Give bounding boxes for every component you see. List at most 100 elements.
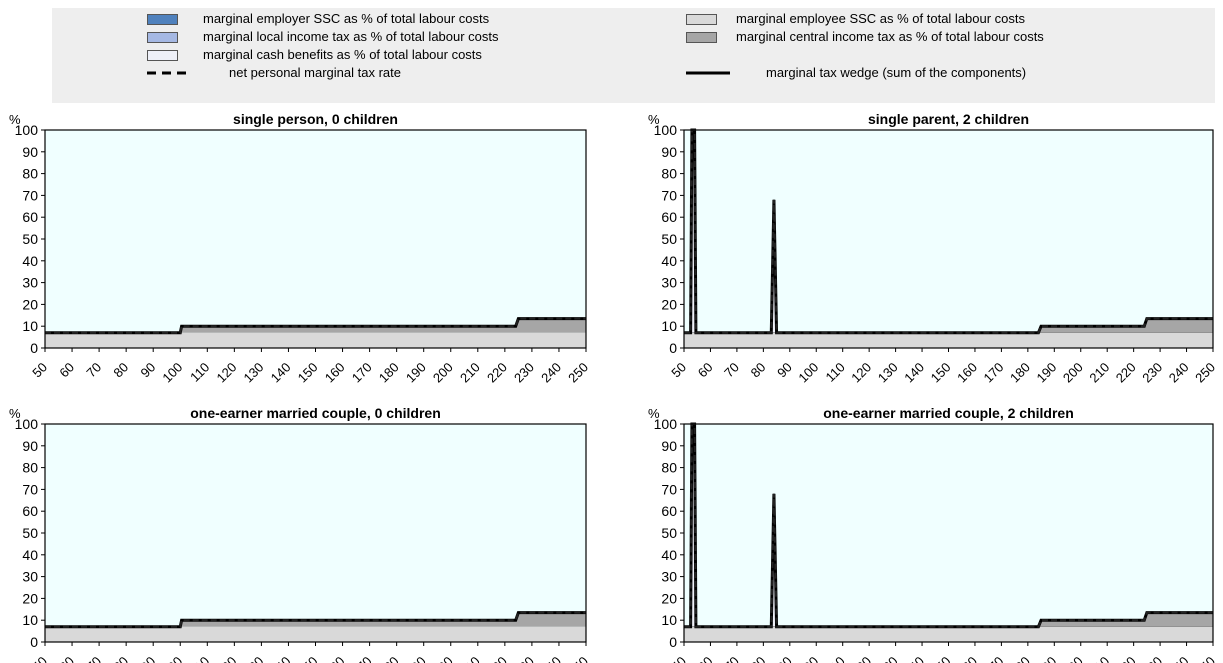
y-tick-label: 80	[661, 166, 677, 182]
legend-swatch-cash-benefits	[147, 50, 178, 61]
y-tick-label: 0	[669, 340, 677, 356]
y-axis-label: %	[648, 406, 660, 421]
x-tick-label: 160	[954, 654, 980, 663]
x-tick-label: 160	[322, 360, 348, 386]
legend-swatch-tax-wedge	[686, 71, 730, 75]
legend-label-net-rate: net personal marginal tax rate	[229, 65, 401, 80]
legend-label-local-tax: marginal local income tax as % of total …	[203, 29, 499, 44]
y-tick-label: 60	[661, 503, 677, 519]
y-tick-label: 70	[22, 187, 38, 203]
plot-area	[45, 130, 586, 348]
x-tick-label: 90	[137, 360, 158, 381]
legend-swatch-central-tax	[686, 32, 717, 43]
legend-swatch-net-rate	[147, 71, 191, 75]
y-tick-label: 30	[22, 569, 38, 585]
x-tick-label: 200	[430, 360, 456, 386]
y-tick-label: 70	[661, 187, 677, 203]
x-tick-label: 190	[403, 360, 429, 386]
y-tick-label: 50	[661, 525, 677, 541]
chart-title: single parent, 2 children	[868, 111, 1029, 127]
chart-title: single person, 0 children	[233, 111, 398, 127]
legend-label-cash-benefits: marginal cash benefits as % of total lab…	[203, 47, 482, 62]
x-tick-label: 90	[774, 654, 795, 663]
x-tick-label: 100	[795, 360, 821, 386]
y-tick-label: 10	[22, 612, 38, 628]
legend-swatch-employer-ssc	[147, 14, 178, 25]
x-tick-label: 170	[349, 360, 375, 386]
x-tick-label: 50	[668, 654, 689, 663]
x-tick-label: 210	[457, 360, 483, 386]
x-tick-label: 110	[823, 654, 848, 663]
chart-title: one-earner married couple, 2 children	[823, 405, 1074, 421]
y-tick-label: 10	[661, 318, 677, 334]
y-tick-label: 80	[661, 460, 677, 476]
legend-label-employer-ssc: marginal employer SSC as % of total labo…	[203, 11, 490, 26]
y-tick-label: 10	[22, 318, 38, 334]
x-tick-label: 210	[1086, 654, 1112, 663]
x-tick-label: 190	[1033, 360, 1059, 386]
y-tick-label: 50	[22, 231, 38, 247]
chart-title: one-earner married couple, 0 children	[190, 405, 441, 421]
x-tick-label: 70	[83, 360, 104, 381]
x-tick-label: 230	[511, 654, 537, 663]
y-tick-label: 20	[22, 590, 38, 606]
x-tick-label: 170	[981, 654, 1007, 663]
legend: marginal employer SSC as % of total labo…	[52, 8, 1215, 103]
y-tick-label: 0	[30, 340, 38, 356]
legend-swatch-employee-ssc	[686, 14, 717, 25]
plot-area	[45, 424, 586, 642]
x-tick-label: 160	[954, 360, 980, 386]
x-tick-label: 150	[928, 360, 954, 386]
x-tick-label: 120	[214, 360, 240, 386]
x-tick-label: 170	[981, 360, 1007, 386]
y-tick-label: 20	[661, 296, 677, 312]
y-tick-label: 10	[661, 612, 677, 628]
plot-area	[684, 424, 1213, 642]
x-tick-label: 90	[137, 654, 158, 663]
x-tick-label: 90	[774, 360, 795, 381]
y-tick-label: 80	[22, 166, 38, 182]
chart-couple-2-children: 0102030405060708090100%50607080901001101…	[648, 405, 1218, 663]
x-tick-label: 150	[295, 360, 321, 386]
x-tick-label: 180	[376, 654, 402, 663]
x-tick-label: 250	[565, 654, 591, 663]
area-central_tax	[684, 318, 1213, 333]
x-tick-label: 200	[1060, 654, 1086, 663]
x-tick-label: 100	[159, 360, 185, 386]
x-tick-label: 50	[29, 654, 50, 663]
x-tick-label: 60	[695, 360, 716, 381]
x-tick-label: 250	[1192, 654, 1218, 663]
x-tick-label: 110	[187, 360, 212, 385]
x-tick-label: 80	[110, 654, 131, 663]
x-tick-label: 100	[159, 654, 185, 663]
y-tick-label: 90	[661, 144, 677, 160]
x-tick-label: 160	[322, 654, 348, 663]
x-tick-label: 110	[823, 360, 848, 385]
x-tick-label: 180	[1007, 654, 1033, 663]
x-tick-label: 80	[110, 360, 131, 381]
x-tick-label: 70	[721, 654, 742, 663]
y-axis-label: %	[648, 112, 660, 127]
x-tick-label: 140	[268, 360, 294, 386]
x-tick-label: 130	[875, 360, 901, 386]
y-tick-label: 40	[661, 547, 677, 563]
x-tick-label: 140	[901, 654, 927, 663]
y-tick-label: 20	[22, 296, 38, 312]
x-tick-label: 130	[875, 654, 901, 663]
x-tick-label: 200	[430, 654, 456, 663]
y-tick-label: 20	[661, 590, 677, 606]
line-net-rate	[45, 611, 586, 628]
y-tick-label: 60	[22, 503, 38, 519]
x-tick-label: 220	[484, 360, 510, 386]
x-tick-label: 210	[1086, 360, 1112, 386]
y-tick-label: 50	[661, 231, 677, 247]
y-tick-label: 100	[15, 122, 39, 138]
chart-couple-0-children: 0102030405060708090100%50607080901001101…	[9, 405, 591, 663]
x-tick-label: 110	[187, 654, 212, 663]
x-tick-label: 240	[538, 654, 564, 663]
y-tick-label: 70	[22, 481, 38, 497]
y-tick-label: 80	[22, 460, 38, 476]
legend-swatch-local-tax	[147, 32, 178, 43]
y-tick-label: 30	[661, 275, 677, 291]
